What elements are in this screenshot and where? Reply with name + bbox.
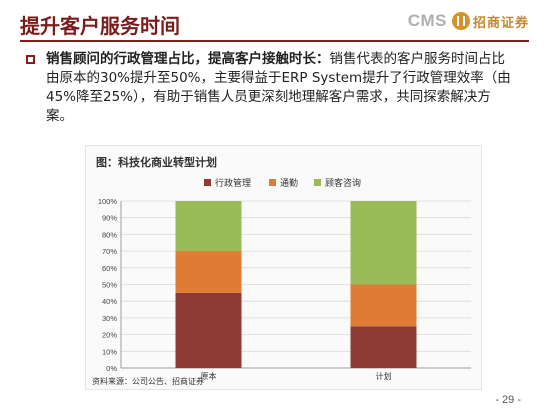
stacked-bar-chart: 行政管理 通勤 顾客咨询 0% 10% 20% 30% 40% 50% 60% 70% 80% 90% 1…	[92, 177, 471, 386]
legend-label-0: 行政管理	[215, 177, 251, 189]
bullet-paragraph: 销售顾问的行政管理占比，提高客户接触时长：销售代表的客户服务时间占比由原本的30…	[46, 50, 516, 126]
bar-segment-1-2	[350, 201, 417, 285]
y-tick-label: 80%	[102, 230, 117, 239]
y-tick-label: 20%	[102, 331, 117, 340]
title-divider	[20, 40, 529, 42]
legend-label-1: 通勤	[280, 177, 298, 189]
y-tick-label: 50%	[102, 281, 117, 290]
bar-segment-1-0	[350, 326, 417, 368]
page-title: 提升客户服务时间	[20, 14, 180, 38]
chart-panel: 图：科技化商业转型计划 行政管理 通勤 顾客咨询 0% 10% 20% 30% 40% 50% 6…	[85, 145, 482, 390]
logo-chinese-text: 招商证券	[472, 15, 529, 31]
brand-logo: CMS 招商证券	[408, 11, 529, 31]
y-tick-label: 0%	[106, 364, 117, 373]
logo-cms-text: CMS	[407, 11, 447, 30]
bullet-lead: 销售顾问的行政管理占比，提高客户接触时长：	[46, 51, 330, 67]
bar-segment-1-1	[350, 284, 417, 327]
x-tick-label-0: 原本	[201, 371, 217, 381]
legend-swatch-2	[314, 179, 321, 186]
bar-segment-0-0	[175, 292, 242, 368]
square-bullet-icon	[26, 55, 35, 64]
y-tick-label: 60%	[102, 264, 117, 273]
logo-mark-icon	[451, 12, 470, 30]
y-tick-label: 70%	[102, 247, 117, 256]
chart-source-note: 资料来源：公司公告、招商证券	[92, 376, 204, 386]
y-tick-label: 40%	[102, 297, 117, 306]
bar-segment-0-2	[175, 201, 242, 252]
y-tick-label: 10%	[102, 347, 117, 356]
page-number: - 29 -	[495, 394, 521, 406]
chart-title: 图：科技化商业转型计划	[96, 156, 217, 169]
bullet-body: 销售代表的客户服务时间占比由原本的30%提升至50%，主要得益于ERP Syst…	[46, 51, 511, 124]
y-tick-label: 90%	[102, 214, 117, 223]
legend-label-2: 顾客咨询	[325, 177, 361, 189]
legend-swatch-1	[269, 179, 276, 186]
y-tick-label: 100%	[98, 197, 118, 206]
legend-swatch-0	[204, 179, 211, 186]
y-tick-label: 30%	[102, 314, 117, 323]
bar-segment-0-1	[175, 251, 242, 293]
x-tick-label-1: 计划	[376, 371, 392, 381]
